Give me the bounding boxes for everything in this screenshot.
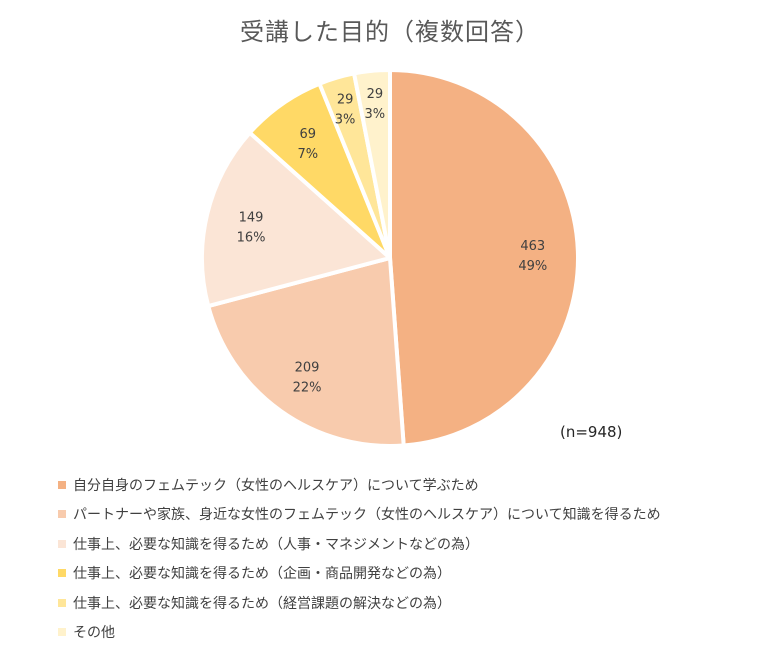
slice-value-label-4: 69 — [300, 127, 317, 142]
legend-label-1: 自分自身のフェムテック（女性のヘルスケア）について学ぶため — [73, 475, 479, 495]
pie-chart: 463 49% 209 22% 149 16% 69 7% 29 3% 29 3% — [0, 0, 780, 470]
legend-item-3: 仕事上、必要な知識を得るため（人事・マネジメントなどの為） — [58, 529, 661, 559]
sample-size-annotation: (n=948) — [560, 423, 622, 441]
slice-percent-label-1: 49% — [518, 259, 547, 274]
slice-percent-label-2: 22% — [293, 380, 322, 395]
legend-swatch-6 — [58, 628, 66, 636]
legend-label-6: その他 — [73, 622, 115, 642]
legend-label-2: パートナーや家族、身近な女性のフェムテック（女性のヘルスケア）について知識を得る… — [73, 504, 661, 524]
slice-value-label-5: 29 — [337, 93, 354, 108]
slice-percent-label-4: 7% — [297, 147, 318, 162]
legend-swatch-3 — [58, 540, 66, 548]
legend-item-5: 仕事上、必要な知識を得るため（経営課題の解決などの為） — [58, 588, 661, 618]
legend-item-1: 自分自身のフェムテック（女性のヘルスケア）について学ぶため — [58, 470, 661, 500]
legend-swatch-2 — [58, 510, 66, 518]
legend-item-4: 仕事上、必要な知識を得るため（企画・商品開発などの為） — [58, 559, 661, 589]
legend-swatch-4 — [58, 569, 66, 577]
slice-percent-label-6: 3% — [365, 107, 386, 122]
pie-slice-1 — [390, 70, 578, 446]
slice-value-label-3: 149 — [239, 211, 264, 226]
slice-value-label-1: 463 — [520, 239, 545, 254]
slice-value-label-6: 29 — [367, 87, 384, 102]
legend-label-3: 仕事上、必要な知識を得るため（人事・マネジメントなどの為） — [73, 534, 479, 554]
legend-item-2: パートナーや家族、身近な女性のフェムテック（女性のヘルスケア）について知識を得る… — [58, 500, 661, 530]
slice-value-label-2: 209 — [295, 360, 320, 375]
legend-swatch-1 — [58, 481, 66, 489]
slice-percent-label-5: 3% — [335, 113, 356, 128]
chart-legend: 自分自身のフェムテック（女性のヘルスケア）について学ぶためパートナーや家族、身近… — [58, 470, 661, 647]
legend-label-5: 仕事上、必要な知識を得るため（経営課題の解決などの為） — [73, 593, 451, 613]
legend-item-6: その他 — [58, 618, 661, 647]
slice-percent-label-3: 16% — [237, 231, 266, 246]
legend-swatch-5 — [58, 599, 66, 607]
legend-label-4: 仕事上、必要な知識を得るため（企画・商品開発などの為） — [73, 563, 451, 583]
